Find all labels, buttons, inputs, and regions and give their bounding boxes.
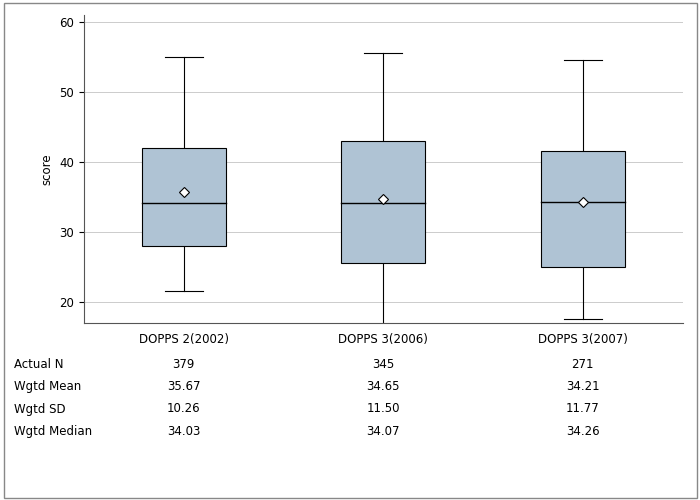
- Text: 34.07: 34.07: [367, 425, 400, 438]
- Text: 379: 379: [173, 358, 195, 370]
- Text: 34.65: 34.65: [367, 380, 400, 393]
- Text: Actual N: Actual N: [14, 358, 64, 370]
- Text: 34.26: 34.26: [566, 425, 600, 438]
- Text: 34.21: 34.21: [566, 380, 600, 393]
- Text: DOPPS 3(2007): DOPPS 3(2007): [538, 332, 628, 345]
- Text: Wgtd Mean: Wgtd Mean: [14, 380, 81, 393]
- Y-axis label: score: score: [41, 153, 54, 184]
- Text: 11.77: 11.77: [566, 402, 600, 415]
- Text: 271: 271: [571, 358, 594, 370]
- FancyBboxPatch shape: [342, 141, 425, 263]
- Text: DOPPS 3(2006): DOPPS 3(2006): [338, 332, 428, 345]
- Text: 34.03: 34.03: [167, 425, 200, 438]
- Text: 345: 345: [372, 358, 394, 370]
- Text: Wgtd SD: Wgtd SD: [14, 402, 66, 415]
- Text: Wgtd Median: Wgtd Median: [14, 425, 92, 438]
- Text: 35.67: 35.67: [167, 380, 200, 393]
- FancyBboxPatch shape: [142, 148, 225, 246]
- FancyBboxPatch shape: [541, 152, 624, 266]
- Text: 10.26: 10.26: [167, 402, 201, 415]
- Text: 11.50: 11.50: [367, 402, 400, 415]
- Text: DOPPS 2(2002): DOPPS 2(2002): [139, 332, 229, 345]
